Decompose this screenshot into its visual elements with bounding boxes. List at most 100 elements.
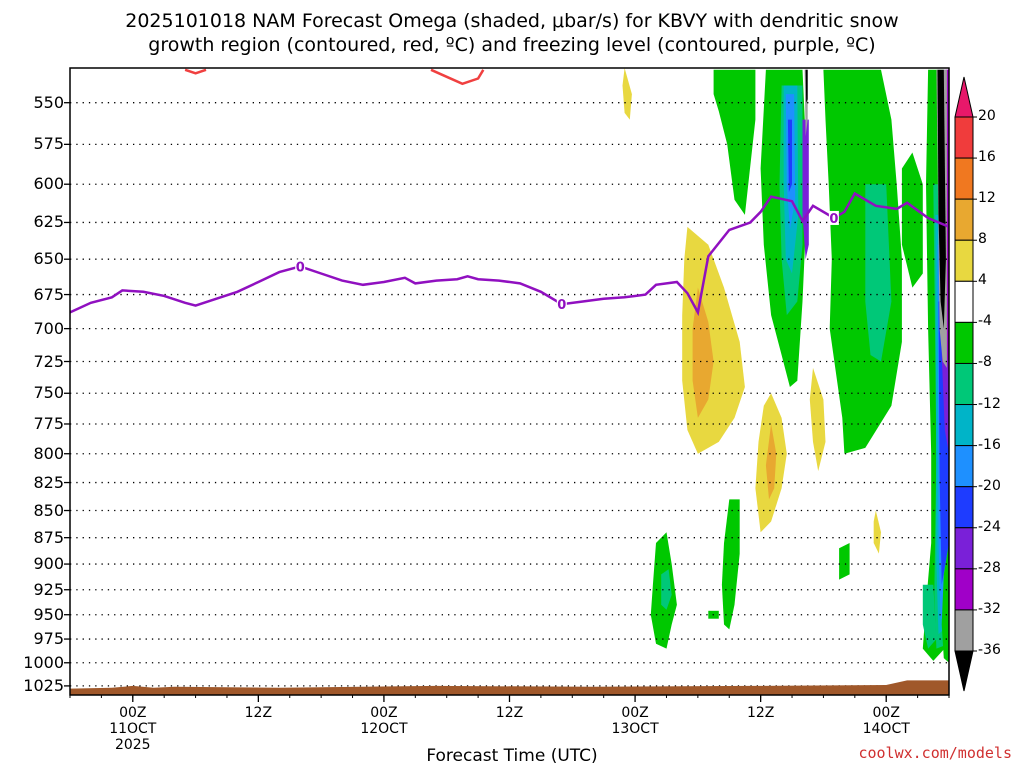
freezing-label-bg — [556, 297, 567, 312]
omega-region — [713, 69, 756, 215]
x-tick-label-line: 2025 — [114, 737, 151, 753]
colorbar-label: 20 — [978, 108, 996, 124]
colorbar-box — [954, 321, 974, 364]
colorbar-label: -32 — [978, 600, 1001, 617]
y-tick-label: 775 — [33, 413, 64, 433]
plot-area: 0 0 0 — [70, 68, 949, 695]
x-tick-label-line: 12OCT — [360, 721, 408, 737]
freezing-level-line — [70, 191, 949, 317]
x-tick-label-line: 12Z — [495, 705, 524, 721]
y-tick-label: 975 — [33, 629, 64, 649]
y-tick-label: 725 — [33, 351, 64, 371]
omega-region — [802, 119, 809, 260]
colorbar-box — [954, 609, 974, 652]
freezing-label-bg — [828, 210, 839, 225]
omega-region — [941, 543, 949, 663]
colorbar-label: 12 — [978, 190, 996, 207]
colorbar-label: -24 — [978, 518, 1001, 535]
colorbar-box — [954, 527, 974, 570]
y-tick-label: 900 — [33, 554, 64, 574]
x-tick-label-line: 13OCT — [611, 721, 659, 737]
omega-region — [622, 68, 632, 120]
terrain-fill — [70, 680, 949, 695]
colorbar-box — [954, 280, 974, 323]
freezing-level-label: 0 — [829, 212, 838, 227]
x-tick-label: 00Z 13OCT — [595, 705, 675, 737]
omega-region — [809, 367, 826, 472]
colorbar-box — [954, 486, 974, 529]
omega-region — [937, 69, 946, 329]
y-tick-label: 625 — [33, 212, 64, 232]
dendritic-contour — [430, 68, 485, 86]
x-tick-label: 00Z 11OCT 2025 — [93, 705, 173, 753]
y-tick-label: 875 — [33, 527, 64, 547]
x-tick-label: 12Z — [721, 705, 801, 721]
x-tick-label: 00Z 14OCT — [846, 705, 926, 737]
x-tick-label-line: 00Z — [370, 705, 398, 721]
colorbar-label: -36 — [978, 642, 1001, 658]
y-tick-label: 925 — [33, 579, 64, 599]
y-tick-label: 1025 — [23, 675, 64, 695]
colorbar-label: -8 — [978, 354, 992, 371]
y-tick-label: 675 — [33, 284, 64, 304]
omega-region — [661, 569, 672, 610]
colorbar-label: 8 — [978, 231, 987, 248]
colorbar-box — [954, 239, 974, 282]
y-tick-label: 700 — [33, 318, 64, 338]
freezing-level-label: 0 — [296, 260, 305, 275]
x-tick-label-line: 11OCT — [109, 721, 157, 737]
colorbar-label: -12 — [978, 395, 1001, 412]
omega-region — [721, 499, 740, 630]
x-tick-label-line: 14OCT — [862, 721, 910, 737]
x-tick-label: 00Z 12OCT — [344, 705, 424, 737]
x-tick-label-line: 12Z — [244, 705, 273, 721]
colorbar-label: -28 — [978, 559, 1001, 576]
chart-title-line-1: 2025101018 NAM Forecast Omega (shaded, μ… — [125, 10, 899, 32]
x-tick-label-line: 00Z — [872, 705, 900, 721]
freezing-level-label: 0 — [557, 298, 566, 313]
omega-region — [922, 584, 937, 649]
omega-region — [787, 119, 792, 192]
y-tick-label: 550 — [33, 92, 64, 112]
chart-title-line-2: growth region (contoured, red, ºC) and f… — [148, 34, 876, 56]
dendritic-contour — [184, 68, 207, 75]
y-tick-label: 950 — [33, 604, 64, 624]
y-tick-label: 800 — [33, 443, 64, 463]
colorbar-box — [954, 568, 974, 611]
x-tick-label: 12Z — [218, 705, 298, 721]
omega-region — [873, 510, 881, 554]
omega-region — [839, 543, 850, 580]
colorbar-top-triangle — [954, 76, 974, 118]
y-tick-label: 650 — [33, 249, 64, 269]
colorbar-box — [954, 198, 974, 241]
y-tick-label: 850 — [33, 500, 64, 520]
colorbar-label: -20 — [978, 477, 1001, 494]
x-axis-title: Forecast Time (UTC) — [426, 746, 598, 766]
x-tick-label: 12Z — [470, 705, 550, 721]
x-tick-label-line: 00Z — [621, 705, 649, 721]
y-tick-label: 825 — [33, 472, 64, 492]
y-tick-label: 1000 — [23, 652, 64, 672]
omega-region — [823, 69, 902, 454]
x-tick-label-line: 00Z — [119, 705, 147, 721]
colorbar-label: 16 — [978, 149, 996, 166]
x-tick-label-line: 12Z — [746, 705, 775, 721]
y-tick-label: 575 — [33, 134, 64, 154]
y-tick-label: 750 — [33, 383, 64, 403]
credit-text: coolwx.com/models — [858, 744, 1012, 762]
colorbar-box — [954, 445, 974, 488]
colorbar-box — [954, 404, 974, 447]
colorbar-box — [954, 116, 974, 159]
omega-region — [805, 69, 808, 103]
colorbar-label: -4 — [978, 313, 992, 330]
omega-region — [901, 152, 923, 288]
omega-region — [765, 424, 777, 500]
colorbar-box — [954, 362, 974, 406]
freezing-label-bg — [295, 259, 306, 274]
omega-region — [865, 184, 892, 362]
omega-region — [682, 226, 745, 454]
colorbar-label: -16 — [978, 436, 1001, 453]
colorbar-box — [954, 157, 974, 200]
omega-region — [692, 287, 714, 418]
colorbar-label: 4 — [978, 272, 987, 289]
